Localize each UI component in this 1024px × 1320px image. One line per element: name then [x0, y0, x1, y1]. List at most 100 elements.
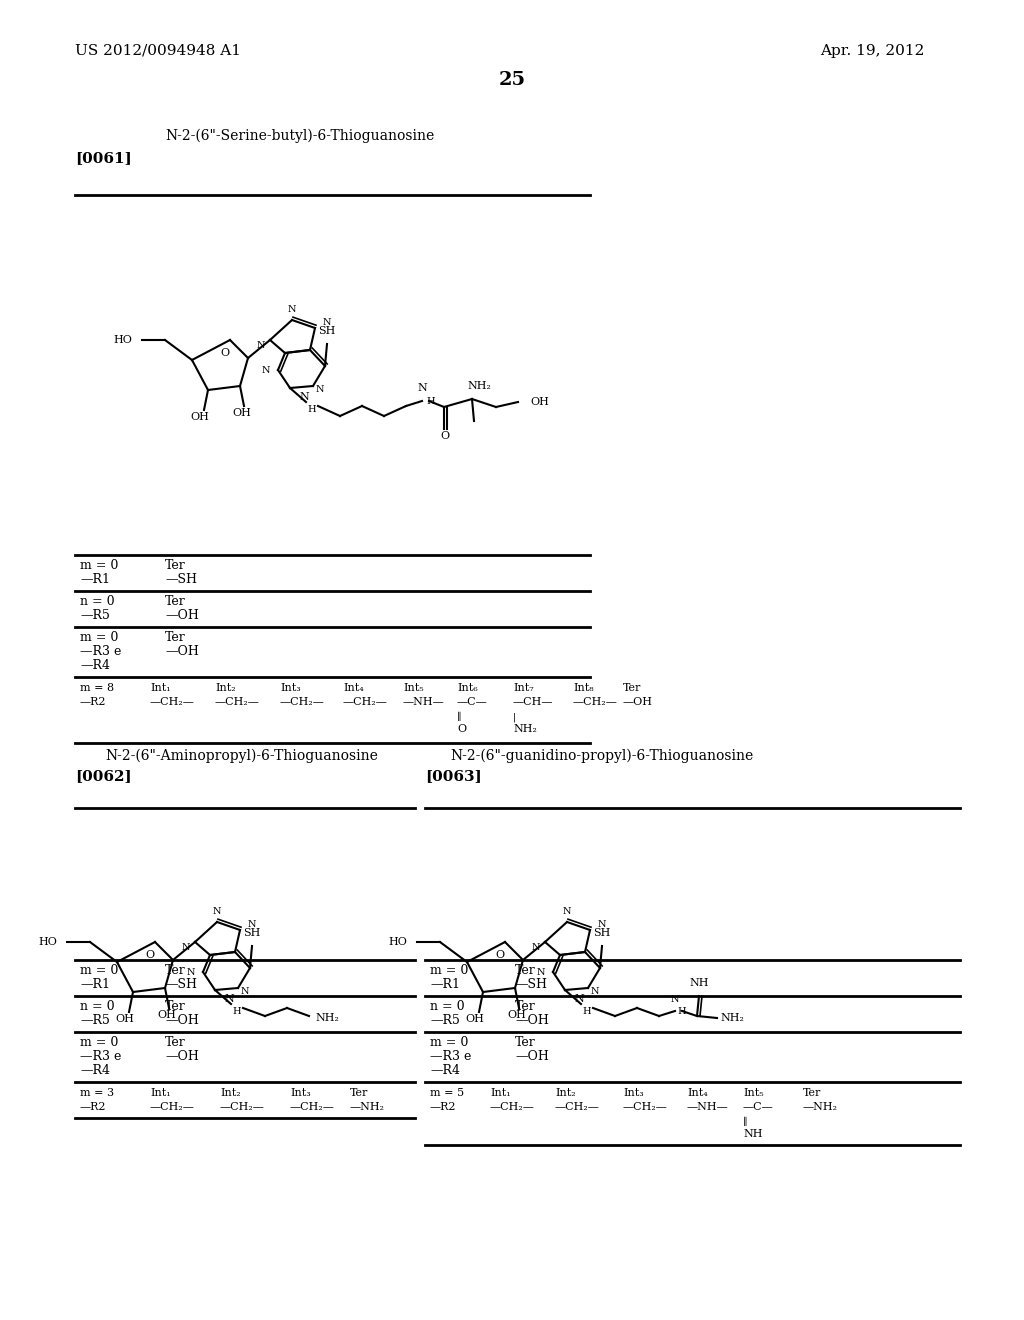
Text: O: O — [220, 348, 229, 358]
Text: NH₂: NH₂ — [720, 1012, 744, 1023]
Text: Int₂: Int₂ — [215, 682, 236, 693]
Text: OH: OH — [190, 412, 210, 422]
Text: Int₂: Int₂ — [220, 1088, 241, 1098]
Text: Int₃: Int₃ — [290, 1088, 310, 1098]
Text: n = 0: n = 0 — [80, 1001, 115, 1012]
Text: HO: HO — [388, 937, 407, 946]
Text: N: N — [288, 305, 296, 314]
Text: m = 3: m = 3 — [80, 1088, 114, 1098]
Text: NH: NH — [689, 978, 709, 987]
Text: N: N — [241, 987, 250, 997]
Text: O: O — [496, 950, 505, 960]
Text: HO: HO — [113, 335, 132, 345]
Text: m = 8: m = 8 — [80, 682, 114, 693]
Text: Ter: Ter — [803, 1088, 821, 1098]
Text: —R2: —R2 — [80, 697, 106, 708]
Text: —CH₂—: —CH₂— — [623, 1102, 668, 1111]
Text: —NH—: —NH— — [687, 1102, 729, 1111]
Text: Ter: Ter — [165, 964, 185, 977]
Text: OH: OH — [466, 1014, 484, 1024]
Text: Ter: Ter — [623, 682, 641, 693]
Text: N: N — [248, 920, 256, 929]
Text: H: H — [583, 1007, 591, 1016]
Text: —NH—: —NH— — [403, 697, 444, 708]
Text: —CH₂—: —CH₂— — [150, 1102, 195, 1111]
Text: —NH₂: —NH₂ — [350, 1102, 385, 1111]
Text: Int₇: Int₇ — [513, 682, 534, 693]
Text: Int₁: Int₁ — [150, 1088, 171, 1098]
Text: m = 0: m = 0 — [80, 964, 119, 977]
Text: N: N — [256, 341, 265, 350]
Text: m = 0: m = 0 — [80, 558, 119, 572]
Text: Int₃: Int₃ — [280, 682, 301, 693]
Text: Int₁: Int₁ — [490, 1088, 511, 1098]
Text: H: H — [678, 1007, 686, 1016]
Text: NH₂: NH₂ — [315, 1012, 339, 1023]
Text: N: N — [598, 920, 606, 929]
Text: n = 0: n = 0 — [430, 1001, 465, 1012]
Text: |: | — [513, 713, 516, 722]
Text: —OH: —OH — [165, 645, 199, 657]
Text: —CH—: —CH— — [513, 697, 554, 708]
Text: n = 0: n = 0 — [80, 595, 115, 609]
Text: —R2: —R2 — [80, 1102, 106, 1111]
Text: N: N — [323, 318, 332, 327]
Text: N: N — [531, 942, 540, 952]
Text: N: N — [181, 942, 190, 952]
Text: m = 0: m = 0 — [80, 631, 119, 644]
Text: —SH: —SH — [165, 978, 197, 991]
Text: N: N — [224, 994, 233, 1005]
Text: —OH: —OH — [165, 1049, 199, 1063]
Text: —R3 e: —R3 e — [80, 1049, 122, 1063]
Text: NH₂: NH₂ — [513, 723, 537, 734]
Text: HO: HO — [38, 937, 57, 946]
Text: N: N — [537, 968, 545, 977]
Text: OH: OH — [116, 1014, 134, 1024]
Text: —R1: —R1 — [430, 978, 460, 991]
Text: N: N — [186, 968, 195, 977]
Text: Int₆: Int₆ — [457, 682, 478, 693]
Text: ∥: ∥ — [743, 1118, 748, 1127]
Text: —R4: —R4 — [80, 659, 110, 672]
Text: m = 0: m = 0 — [430, 964, 468, 977]
Text: [0063]: [0063] — [425, 770, 481, 783]
Text: Ter: Ter — [515, 1001, 536, 1012]
Text: —CH₂—: —CH₂— — [290, 1102, 335, 1111]
Text: —OH: —OH — [165, 609, 199, 622]
Text: —C—: —C— — [743, 1102, 774, 1111]
Text: —R3 e: —R3 e — [80, 645, 122, 657]
Text: —SH: —SH — [515, 978, 547, 991]
Text: —CH₂—: —CH₂— — [150, 697, 195, 708]
Text: —OH: —OH — [515, 1014, 549, 1027]
Text: [0062]: [0062] — [75, 770, 132, 783]
Text: N-2-(6"-Aminopropyl)-6-Thioguanosine: N-2-(6"-Aminopropyl)-6-Thioguanosine — [105, 748, 378, 763]
Text: H: H — [427, 397, 435, 407]
Text: H: H — [307, 405, 316, 414]
Text: Apr. 19, 2012: Apr. 19, 2012 — [820, 44, 925, 58]
Text: SH: SH — [318, 326, 336, 337]
Text: NH₂: NH₂ — [467, 381, 490, 391]
Text: N: N — [417, 383, 427, 393]
Text: [0061]: [0061] — [75, 150, 132, 165]
Text: N: N — [591, 987, 599, 997]
Text: Ter: Ter — [165, 1036, 185, 1049]
Text: Ter: Ter — [165, 558, 185, 572]
Text: Int₅: Int₅ — [403, 682, 424, 693]
Text: Int₈: Int₈ — [573, 682, 594, 693]
Text: —CH₂—: —CH₂— — [555, 1102, 600, 1111]
Text: O: O — [145, 950, 155, 960]
Text: N: N — [299, 392, 309, 403]
Text: —OH: —OH — [165, 1014, 199, 1027]
Text: Int₃: Int₃ — [623, 1088, 644, 1098]
Text: N: N — [563, 907, 571, 916]
Text: N: N — [261, 366, 270, 375]
Text: N: N — [213, 907, 221, 916]
Text: —NH₂: —NH₂ — [803, 1102, 838, 1111]
Text: Ter: Ter — [515, 1036, 536, 1049]
Text: —CH₂—: —CH₂— — [343, 697, 388, 708]
Text: SH: SH — [244, 928, 261, 939]
Text: Ter: Ter — [165, 631, 185, 644]
Text: Ter: Ter — [515, 964, 536, 977]
Text: —CH₂—: —CH₂— — [220, 1102, 265, 1111]
Text: Ter: Ter — [165, 1001, 185, 1012]
